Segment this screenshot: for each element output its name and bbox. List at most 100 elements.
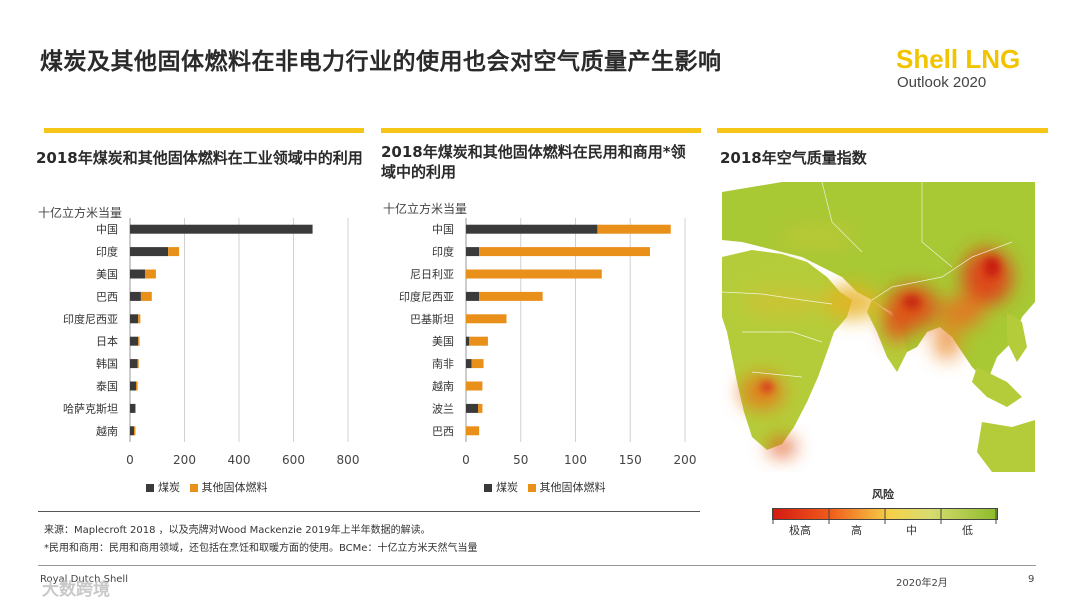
industrial-category-label: 美国 [96,268,118,281]
residential-tick-label: 100 [564,453,587,467]
industrial-bar-coal [130,381,136,391]
panel3-accent-bar [717,128,1048,133]
company-name: Royal Dutch Shell [40,574,128,585]
residential-category-label: 尼日利亚 [410,268,454,281]
residential-category-label: 印度尼西亚 [399,289,454,303]
legend-other-label: 其他固体燃料 [201,481,268,494]
notes-divider [38,511,700,512]
residential-bar-coal [466,247,480,257]
residential-bar-other [597,224,671,234]
industrial-bar-other [137,359,139,369]
source-note: 来源：Maplecroft 2018 ，以及壳牌对Wood Mackenzie … [44,525,431,536]
industrial-bar-coal [130,314,139,324]
report-date: 2020年2月 [896,578,948,589]
industrial-bar-other [144,269,156,279]
residential-category-label: 巴基斯坦 [410,312,454,326]
industrial-bar-other [134,426,136,436]
shell-lng-logo: Shell LNG [896,44,1021,74]
watermark: 大数跨境 [42,580,110,600]
footer-divider [38,565,1036,566]
residential-tick-label: 50 [513,453,528,467]
industrial-tick-label: 0 [126,453,134,467]
risk-level-low: 低 [962,524,973,537]
outlook-year: Outlook 2020 [897,74,987,91]
residential-bar-coal [466,403,479,413]
industrial-bar-other [168,247,180,257]
page-title: 煤炭及其他固体燃料在非电力行业的使用也会对空气质量产生影响 [40,49,722,75]
industrial-tick-label: 400 [228,453,251,467]
industrial-bar-other [140,291,152,301]
other-fuel-swatch [189,484,198,492]
industrial-bar-coal [130,359,138,369]
residential-bar-other [478,403,483,413]
risk-level-extreme: 极高 [789,524,811,537]
residential-bar-other [471,359,484,369]
residential-category-label: 越南 [432,379,454,393]
residential-tick-label: 200 [674,453,697,467]
industrial-unit: 十亿立方米当量 [38,206,123,220]
industrial-tick-label: 600 [282,453,305,467]
industrial-bar-other [138,314,141,324]
industrial-category-label: 巴西 [96,290,118,303]
residential-legend: 煤炭 其他固体燃料 [484,479,606,495]
risk-scale-ticks [772,508,997,524]
industrial-bar-coal [130,336,139,346]
other-fuel-swatch [527,484,536,492]
residential-unit: 十亿立方米当量 [383,202,468,216]
legend-coal-label: 煤炭 [496,481,518,494]
risk-level-high: 高 [851,524,862,537]
panel1-accent-bar [44,128,364,133]
industrial-category-label: 韩国 [96,357,118,371]
industrial-tick-label: 200 [173,453,196,467]
residential-bar-other [466,426,480,436]
panel2-accent-bar [381,128,701,133]
residential-bar-coal [466,291,480,301]
industrial-legend: 煤炭 其他固体燃料 [146,479,268,495]
industrial-tick-label: 800 [337,453,360,467]
industrial-category-label: 越南 [96,424,118,438]
residential-bar-other [466,314,507,324]
legend-other-label: 其他固体燃料 [539,481,606,494]
industrial-bar-coal [130,224,313,234]
residential-category-label: 波兰 [432,402,454,415]
industrial-bar-coal [130,291,141,301]
residential-category-label: 南非 [432,358,454,371]
air-quality-map [722,182,1035,472]
map-title: 2018年空气质量指数 [720,149,867,167]
residential-bar-coal [466,224,598,234]
residential-bar-coal [466,336,470,346]
residential-bar-other [479,247,650,257]
industrial-bar-coal [130,426,135,436]
residential-bar-other [469,336,488,346]
industrial-chart-title: 2018年煤炭和其他固体燃料在工业领域中的利用 [36,149,363,167]
industrial-category-label: 日本 [96,334,118,348]
residential-category-label: 巴西 [432,425,454,438]
residential-tick-label: 0 [462,453,470,467]
residential-chart-title: 2018年煤炭和其他固体燃料在民用和商用*领域中的利用 [381,143,686,181]
residential-bar-other [466,269,602,279]
industrial-bar-coal [130,247,169,257]
footnote: *民用和商用：民用和商用领域，还包括在烹饪和取暖方面的使用。BCMe：十亿立方米… [44,543,478,554]
coal-swatch [484,484,492,492]
industrial-bar-other [138,336,140,346]
legend-coal-label: 煤炭 [158,481,180,494]
risk-scale-title: 风险 [872,488,894,501]
industrial-category-label: 中国 [96,223,118,236]
residential-category-label: 印度 [432,245,454,259]
residential-bar-other [466,381,483,391]
residential-bar-other [479,291,543,301]
residential-category-label: 美国 [432,335,454,348]
industrial-bar-other [135,381,138,391]
coal-swatch [146,484,154,492]
industrial-bar-coal [130,403,136,413]
industrial-bar-coal [130,269,145,279]
residential-tick-label: 150 [619,453,642,467]
residential-category-label: 中国 [432,223,454,236]
residential-bar-coal [466,359,472,369]
risk-level-medium: 中 [906,524,917,537]
industrial-category-label: 印度尼西亚 [63,312,118,326]
industrial-category-label: 印度 [96,245,118,259]
industrial-category-label: 泰国 [96,379,118,393]
